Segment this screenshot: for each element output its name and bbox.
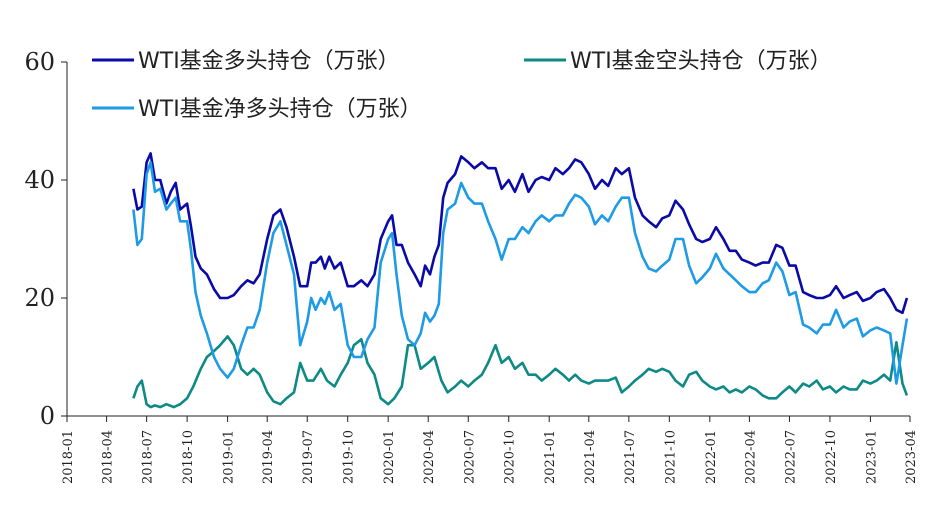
x-tick-label: 2019-04 [261,430,276,484]
x-tick-label: 2020-10 [503,430,518,484]
series-line-1 [132,335,909,409]
x-tick-label: 2022-01 [704,430,719,484]
legend-label-1: WTI基金空头持仓（万张） [570,49,832,74]
x-tick-label: 2020-01 [382,430,397,484]
x-tick-label: 2018-07 [141,430,156,484]
x-tick-label: 2021-07 [623,430,638,484]
x-tick-label: 2020-07 [462,430,477,484]
x-axis: 2018-01 2018-04 2018-07 2018-10 2019-01 2019-… [61,415,919,484]
y-axis: 0 20 40 60 [24,48,68,430]
x-tick-label: 2021-10 [663,430,678,484]
x-tick-label: 2018-10 [181,430,196,484]
x-tick-label: 2019-07 [301,430,316,484]
x-tick-label: 2018-04 [101,430,116,484]
x-tick-label: 2022-04 [743,430,758,484]
y-tick-label: 60 [24,48,55,76]
x-tick-label: 2019-10 [342,430,357,484]
series-lines [132,152,909,409]
x-tick-label: 2023-01 [864,430,879,484]
y-tick-label: 40 [24,166,55,194]
x-tick-label: 2023-04 [904,430,919,484]
x-tick-label: 2021-04 [583,430,598,484]
series-line-0 [132,152,909,315]
x-tick-label: 2019-01 [222,430,237,484]
y-tick-label: 0 [40,402,55,430]
y-tick-label: 20 [24,284,55,312]
series-line-2 [132,161,909,385]
legend: WTI基金多头持仓（万张） WTI基金空头持仓（万张） WTI基金净多头持仓（万张） [92,49,832,122]
x-tick-label: 2022-10 [824,430,839,484]
legend-label-2: WTI基金净多头持仓（万张） [138,97,422,122]
x-tick-label: 2022-07 [783,430,798,484]
x-tick-label: 2018-01 [61,430,76,484]
x-tick-label: 2021-01 [543,430,558,484]
x-tick-label: 2020-04 [422,430,437,484]
legend-label-0: WTI基金多头持仓（万张） [138,49,400,74]
